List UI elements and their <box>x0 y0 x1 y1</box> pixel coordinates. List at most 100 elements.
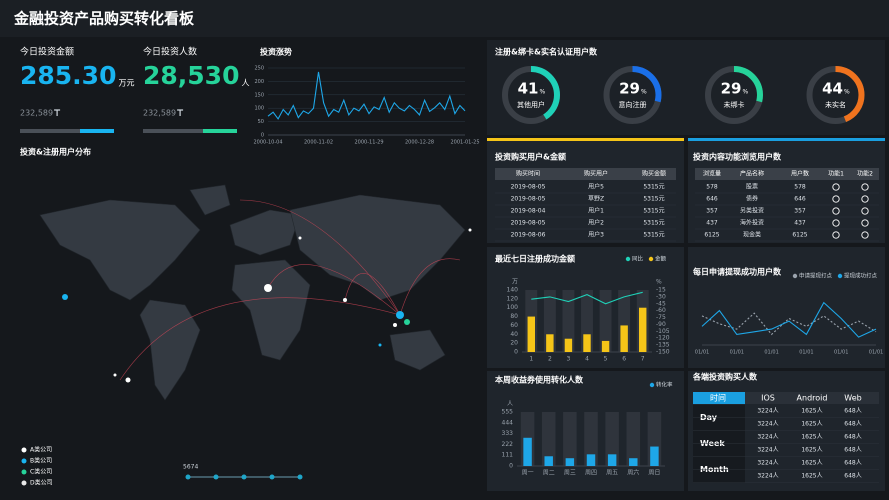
gauge-unit: % <box>844 89 850 96</box>
y2-tick-label: -15 <box>656 287 666 294</box>
map-point <box>264 284 272 292</box>
gauge-label: 意向注册 <box>619 100 647 109</box>
table-cell: 437 <box>706 220 718 227</box>
panel-title: 注册&绑卡&实名认证用户数 <box>495 47 598 57</box>
x-tick-label: 01/01 <box>869 350 883 356</box>
x-tick-label: 6 <box>622 356 626 363</box>
x-tick-label: 2001-01-25 <box>450 140 479 146</box>
panel-accent <box>688 138 885 141</box>
map-point <box>378 343 382 347</box>
y-tick-label: 0 <box>509 463 513 470</box>
y2-tick-label: -120 <box>656 335 670 342</box>
y-tick-label: 150 <box>254 92 264 98</box>
radio-button[interactable] <box>832 231 840 239</box>
table-cell: 5315元 <box>643 184 664 191</box>
radio-button[interactable] <box>861 195 869 203</box>
bar-background <box>543 290 556 352</box>
slider-dot[interactable] <box>269 474 275 480</box>
table-header-cell: 购买时间 <box>516 170 540 178</box>
flow-line <box>267 264 401 316</box>
slider-dot[interactable] <box>185 474 191 480</box>
radio-button[interactable] <box>832 195 840 203</box>
x-tick-label: 周三 <box>564 470 576 477</box>
table-cell: 6125 <box>792 232 807 239</box>
bar <box>565 458 575 466</box>
map-point <box>113 373 117 377</box>
table-cell: 578 <box>794 184 806 191</box>
bar <box>607 454 617 466</box>
table-cell: 357 <box>706 208 718 215</box>
radio-button[interactable] <box>832 183 840 191</box>
table-cell: 2019-08-05 <box>511 220 546 227</box>
gauge-value: 29 <box>619 80 640 98</box>
radio-button[interactable] <box>861 183 869 191</box>
bar-background <box>626 412 641 466</box>
table-header-cell: 产品名称 <box>740 170 764 178</box>
bar <box>639 307 647 352</box>
kpi-sub: 232,589 <box>20 109 53 118</box>
table-cell: 3224人 <box>757 447 778 454</box>
table-cell: 648人 <box>844 447 861 454</box>
slider-dot[interactable] <box>213 474 219 480</box>
flow-line <box>239 199 401 316</box>
map-point <box>125 377 131 383</box>
progress-fill <box>203 129 237 133</box>
page-title: 金融投资产品购买转化看板 <box>13 10 195 28</box>
world-map <box>39 184 466 401</box>
y-tick-label: 333 <box>502 430 514 437</box>
gauge-unit: % <box>641 89 647 96</box>
legend-label: D类公司 <box>30 479 53 487</box>
y2-tick-label: -60 <box>656 307 666 314</box>
chart-title: 本周收益券使用转化人数 <box>494 375 584 385</box>
panel <box>688 141 885 243</box>
legend-dot <box>21 458 27 464</box>
legend-dot <box>21 469 27 475</box>
radio-button[interactable] <box>861 231 869 239</box>
radio-button[interactable] <box>861 219 869 227</box>
gauge-label: 其他用户 <box>517 100 545 109</box>
map-point <box>468 228 472 232</box>
bar-background <box>562 290 575 352</box>
y-unit: 万 <box>512 279 518 286</box>
radio-button[interactable] <box>832 219 840 227</box>
continent <box>139 299 201 401</box>
y-tick-label: 100 <box>507 304 519 311</box>
gauge-arc <box>705 66 763 124</box>
bar <box>523 437 532 466</box>
table-cell: 另类投资 <box>740 207 764 215</box>
bar <box>586 454 596 466</box>
slider-dot[interactable] <box>241 474 247 480</box>
x-tick-label: 01/01 <box>730 350 744 356</box>
chart-title: 最近七日注册成功金额 <box>495 254 575 264</box>
radio-button[interactable] <box>832 207 840 215</box>
x-tick-label: 2000-11-29 <box>354 140 383 146</box>
line <box>701 301 877 338</box>
y2-tick-label: -150 <box>656 349 670 356</box>
x-tick-label: 周五 <box>606 470 618 477</box>
bar-background <box>618 290 631 352</box>
legend-label: 转化率 <box>656 381 673 389</box>
table-header <box>695 168 879 180</box>
legend-label: 金额 <box>655 255 667 263</box>
y-tick-label: 250 <box>254 66 264 72</box>
chart-title: 投资涨势 <box>260 47 292 57</box>
slider-dot[interactable] <box>297 474 303 480</box>
table-cell: 5315元 <box>643 196 664 203</box>
panel <box>487 141 684 243</box>
x-tick-label: 周六 <box>627 469 639 477</box>
bar-background <box>563 412 577 466</box>
table-cell: 648人 <box>844 434 861 441</box>
table-cell: 648人 <box>844 473 861 480</box>
x-tick-label: 2000-12-28 <box>405 140 434 146</box>
x-tick-label: 01/01 <box>799 350 813 356</box>
legend-label: C类公司 <box>30 468 52 476</box>
slider-dots[interactable] <box>185 474 303 480</box>
table-cell: 海外投资 <box>740 219 764 227</box>
radio-button[interactable] <box>861 207 869 215</box>
legend-label: 同比 <box>632 255 644 263</box>
gauge-value: 29 <box>721 80 742 98</box>
table-cell: 用户2 <box>588 219 604 227</box>
slider-label: 5674 <box>183 464 198 471</box>
table-cell: 1625人 <box>801 421 822 428</box>
